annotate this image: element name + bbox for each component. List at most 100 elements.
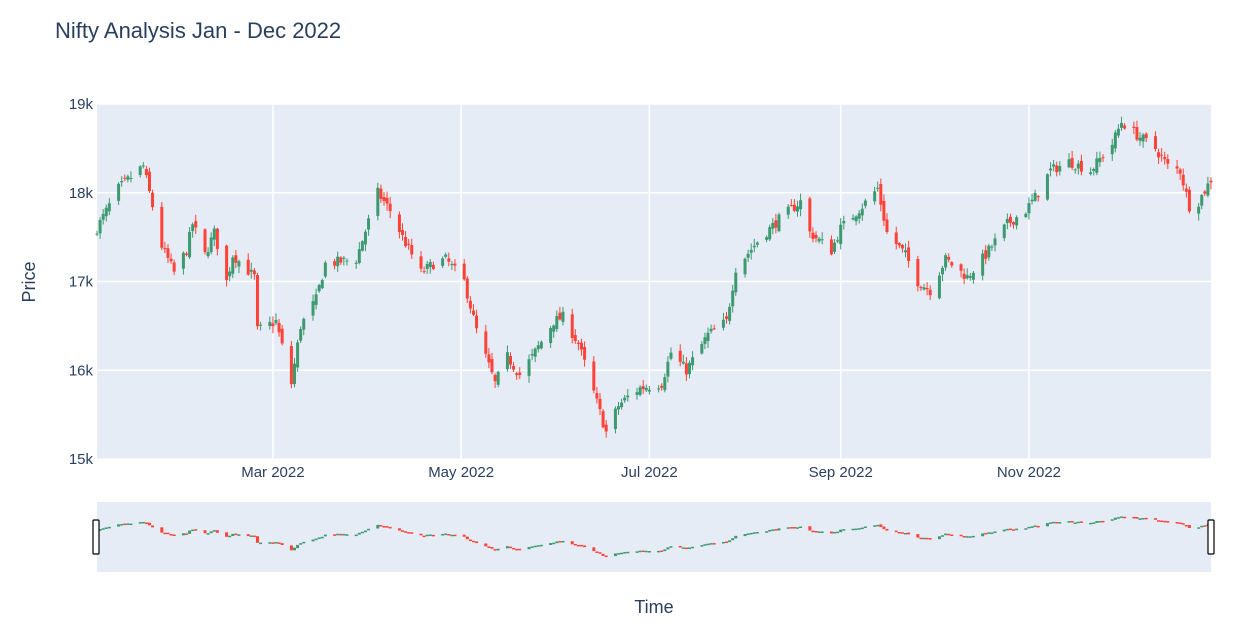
range-slider-candle	[1113, 517, 1117, 520]
candle-increasing	[555, 310, 559, 332]
candle-body	[280, 328, 284, 344]
candle-body	[987, 245, 991, 258]
candle-increasing	[681, 354, 685, 365]
candle-body	[576, 342, 580, 345]
range-slider-candle	[1135, 516, 1139, 519]
range-slider-candle	[252, 535, 256, 538]
candle-body	[795, 206, 799, 212]
candle-body	[808, 198, 812, 232]
range-slider-candle	[947, 533, 951, 536]
range-slider-candle	[789, 527, 793, 529]
candle-body	[129, 177, 133, 179]
candle-decreasing	[814, 231, 818, 243]
candle-body	[1178, 169, 1182, 174]
range-slider-candle	[1157, 520, 1161, 522]
range-slider-candle	[1175, 522, 1179, 524]
candle-body	[249, 269, 253, 272]
y-tick-labels: 15k 16k 17k 18k 19k	[69, 96, 94, 468]
range-slider-candle	[410, 532, 414, 534]
candle-body	[1033, 192, 1037, 201]
range-slider-candle	[635, 551, 639, 553]
range-slider-candle	[731, 538, 735, 541]
candle-decreasing	[1012, 221, 1016, 229]
range-slider-candle	[647, 551, 651, 553]
candle-body	[1092, 168, 1096, 171]
candle-increasing	[231, 255, 235, 279]
range-slider-candle	[172, 534, 176, 537]
candle-increasing	[444, 252, 448, 259]
candle-body	[839, 224, 843, 245]
candle-body	[397, 214, 401, 232]
range-slider-candle	[299, 543, 303, 545]
candle-body	[882, 200, 886, 221]
y-tick-label: 15k	[69, 451, 94, 468]
range-slider-candle	[734, 535, 738, 539]
candle-body	[465, 278, 469, 299]
range-slider-candle	[897, 532, 901, 534]
candle-increasing	[367, 214, 371, 236]
range-slider-candle	[944, 533, 948, 536]
candle-body	[228, 271, 232, 277]
candle-body	[833, 242, 837, 252]
candle-body	[166, 248, 170, 258]
range-slider-candle	[1138, 518, 1142, 520]
candle-body	[703, 337, 707, 344]
candle-increasing	[786, 204, 790, 219]
candle-increasing	[1058, 161, 1062, 176]
range-slider-candle	[799, 526, 803, 528]
candle-decreasing	[252, 268, 256, 280]
candle-increasing	[228, 267, 232, 282]
candle-body	[1135, 127, 1139, 140]
candle-decreasing	[684, 357, 688, 381]
range-slider-candle	[860, 527, 864, 530]
range-slider-candle	[644, 550, 648, 553]
candle-body	[296, 342, 300, 368]
range-slider-candle	[296, 544, 300, 549]
range-slider-candle	[777, 528, 781, 531]
range-slider-candle	[518, 548, 522, 551]
range-slider-candle	[703, 544, 707, 546]
candle-increasing	[314, 288, 318, 310]
candle-body	[1058, 165, 1062, 172]
candle-body	[252, 270, 256, 275]
range-slider-candle	[194, 529, 198, 531]
range-slider-candle	[1005, 528, 1009, 531]
candle-increasing	[95, 230, 99, 236]
candle-body	[1045, 174, 1049, 200]
candle-decreasing	[471, 304, 475, 316]
candle-body	[1184, 188, 1188, 192]
range-slider-right-handle[interactable]	[1207, 519, 1215, 555]
range-slider[interactable]	[97, 502, 1211, 572]
range-slider-candle	[687, 547, 691, 550]
range-slider-candle	[570, 541, 574, 545]
candle-increasing	[1206, 176, 1210, 198]
range-slider-left-handle[interactable]	[92, 519, 100, 555]
candle-increasing	[441, 256, 445, 269]
candle-body	[857, 213, 861, 219]
range-slider-candle	[746, 533, 750, 535]
candle-increasing	[1027, 197, 1031, 220]
candle-decreasing	[907, 240, 911, 268]
candle-body	[666, 361, 670, 377]
candle-increasing	[863, 198, 867, 209]
range-slider-candle	[274, 541, 278, 544]
candle-increasing	[1197, 202, 1201, 221]
candle-body	[755, 242, 759, 245]
candle-increasing	[209, 232, 213, 255]
candle-body	[234, 255, 238, 263]
range-slider-candle	[212, 530, 216, 532]
candle-body	[428, 261, 432, 268]
range-slider-candle	[428, 534, 432, 536]
candle-increasing	[613, 406, 617, 434]
candle-body	[126, 176, 130, 180]
range-slider-candle	[1178, 522, 1182, 524]
range-slider-candle	[255, 536, 259, 543]
range-slider-candle	[1203, 525, 1207, 527]
range-slider-candle	[1076, 521, 1080, 524]
candle-body	[706, 332, 710, 341]
candle-body	[1206, 183, 1210, 196]
candle-body	[1015, 217, 1019, 226]
candle-decreasing	[1160, 148, 1164, 162]
range-slider-candle	[163, 532, 167, 535]
candle-body	[422, 271, 426, 273]
